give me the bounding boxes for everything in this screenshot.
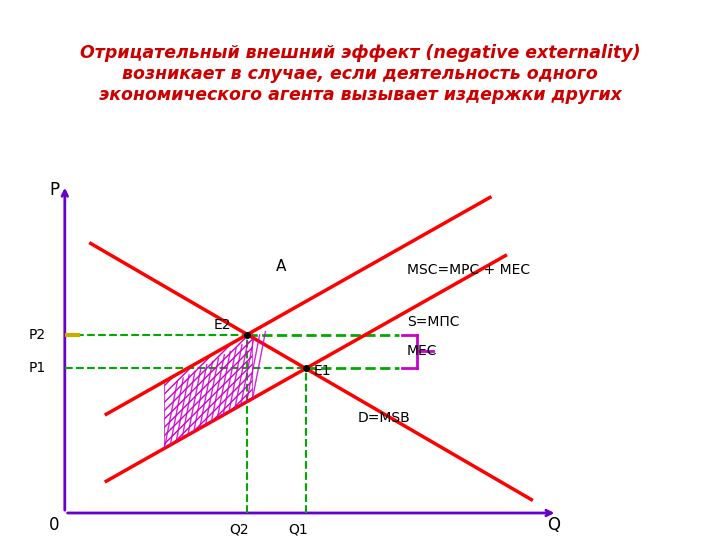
- Text: E1: E1: [313, 364, 331, 378]
- Text: Q: Q: [547, 516, 560, 534]
- Text: S=МПС: S=МПС: [407, 315, 459, 329]
- Text: P1: P1: [29, 361, 46, 375]
- Text: Q1: Q1: [288, 522, 308, 536]
- Text: A: A: [276, 259, 287, 274]
- Text: D=MSB: D=MSB: [358, 411, 410, 425]
- Text: E2: E2: [214, 319, 231, 333]
- Text: P: P: [49, 181, 59, 199]
- Text: Q2: Q2: [230, 522, 249, 536]
- Text: MSC=МРС + МЕС: MSC=МРС + МЕС: [407, 264, 530, 277]
- Text: 0: 0: [49, 516, 60, 534]
- Text: МЕС: МЕС: [407, 344, 437, 358]
- Text: P2: P2: [29, 328, 45, 341]
- Text: Отрицательный внешний эффект (negative externality)
возникает в случае, если дея: Отрицательный внешний эффект (negative e…: [80, 44, 640, 104]
